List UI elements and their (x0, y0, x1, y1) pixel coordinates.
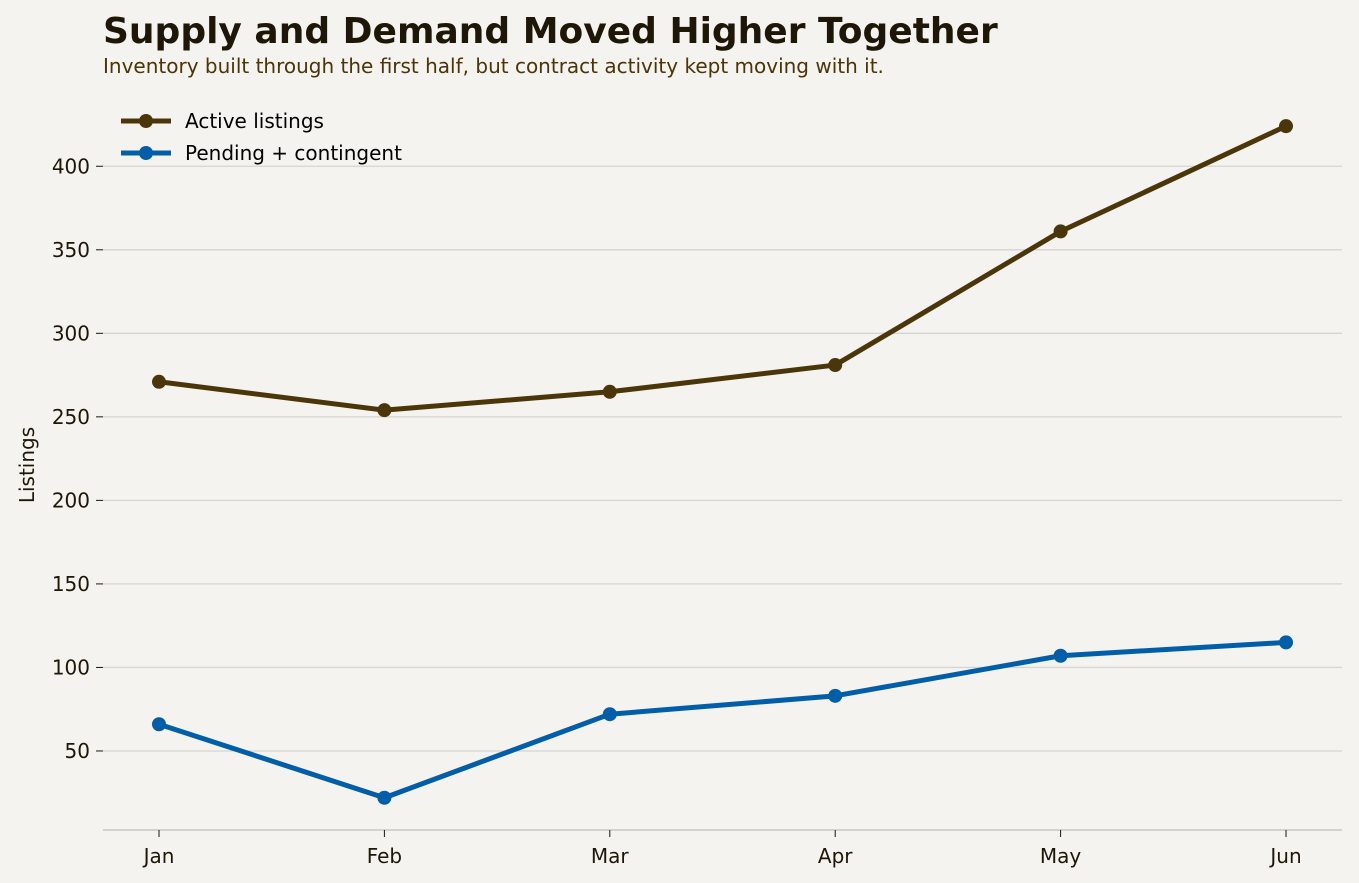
legend-swatch-marker (139, 146, 153, 160)
y-tick-label: 150 (52, 572, 90, 596)
series-line (156, 123, 1289, 413)
y-tick-label: 350 (52, 238, 90, 262)
y-axis-label: Listings (15, 427, 39, 503)
y-tick-label: 250 (52, 405, 90, 429)
y-tick-label: 200 (52, 488, 90, 512)
data-point (1053, 224, 1068, 239)
legend-label: Pending + contingent (185, 141, 402, 165)
x-tick-label: Feb (367, 844, 402, 868)
series-lines (152, 119, 1293, 805)
x-axis-ticks: Jan Feb Mar Apr May Jun (142, 830, 1302, 868)
x-tick-label: Apr (818, 844, 853, 868)
y-tick-label: 100 (52, 655, 90, 679)
chart-title: Supply and Demand Moved Higher Together (103, 11, 998, 52)
x-tick-label: Mar (591, 844, 630, 868)
series-line (156, 639, 1289, 801)
data-point (1279, 119, 1293, 134)
data-point (602, 384, 617, 399)
y-tick-label: 400 (52, 154, 90, 178)
y-tick-label: 50 (65, 739, 90, 763)
legend-swatch-marker (139, 114, 153, 128)
data-point (377, 790, 392, 805)
data-point (828, 358, 843, 373)
x-tick-label: Jun (1268, 844, 1301, 868)
data-point (152, 717, 166, 732)
legend-label: Active listings (185, 109, 324, 133)
data-point (1053, 648, 1068, 663)
data-point (602, 707, 617, 722)
chart-subtitle: Inventory built through the first half, … (103, 54, 884, 78)
x-tick-label: Jan (142, 844, 175, 868)
data-point (152, 374, 166, 389)
y-tick-label: 300 (52, 321, 90, 345)
data-point (377, 403, 392, 418)
gridlines (103, 165, 1342, 752)
y-axis-ticks: 50 100 150 200 250 300 350 400 (52, 154, 103, 763)
x-tick-label: May (1040, 844, 1082, 868)
data-point (828, 688, 843, 703)
legend: Active listings Pending + contingent (121, 109, 402, 165)
data-point (1279, 635, 1293, 650)
